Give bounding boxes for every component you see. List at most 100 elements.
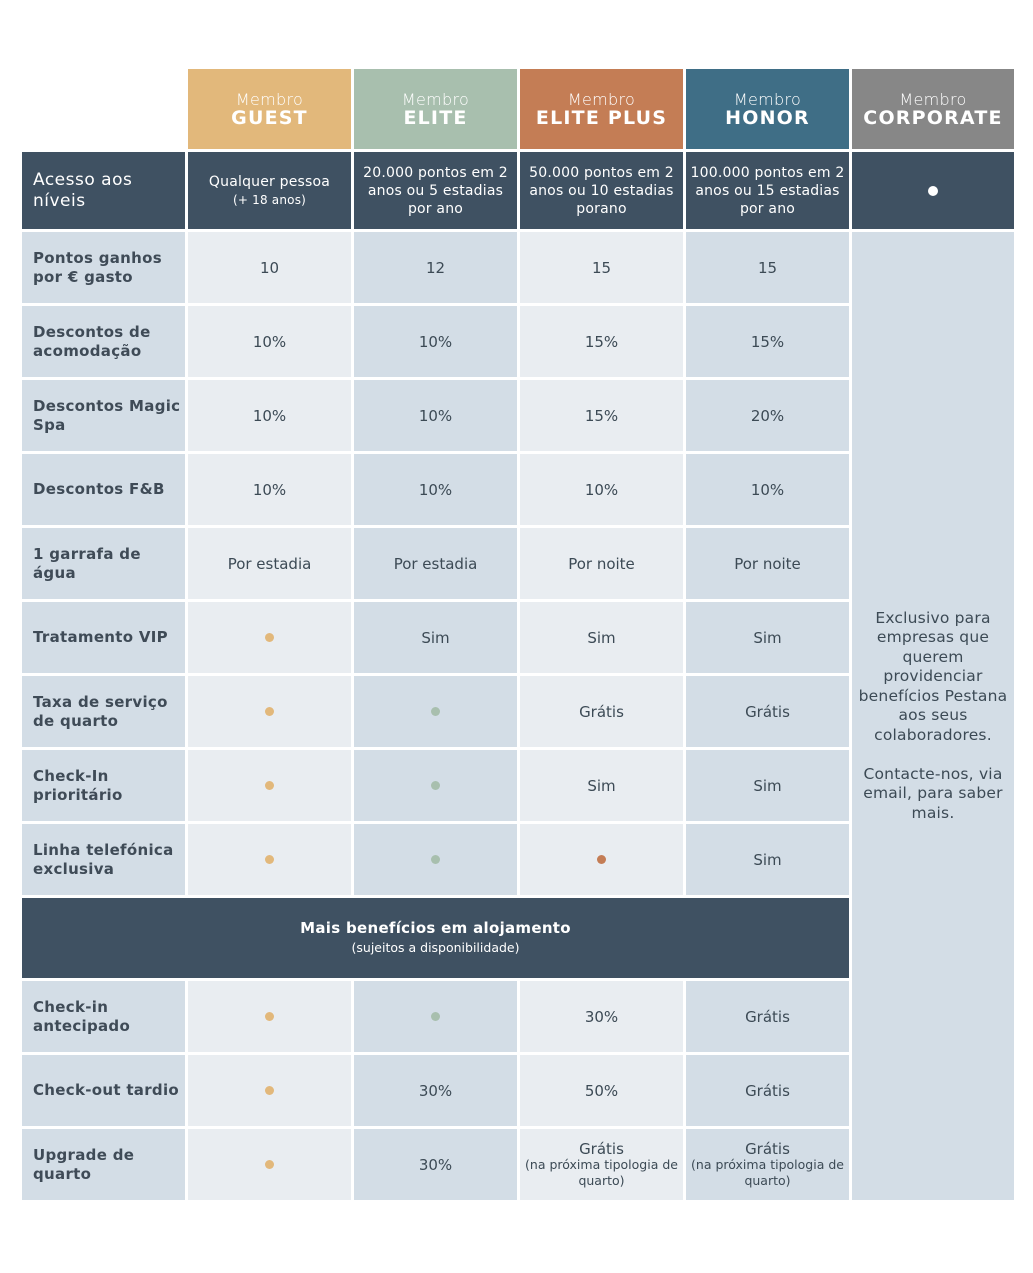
access-guest: Qualquer pessoa (+ 18 anos) bbox=[188, 152, 351, 229]
tier-prefix: Membro bbox=[733, 90, 802, 109]
cell-value: 30% bbox=[520, 981, 683, 1052]
guest-dot-icon bbox=[265, 707, 274, 716]
corporate-description: Exclusivo para empresas que querem provi… bbox=[852, 232, 1014, 1200]
cell-main: Grátis bbox=[579, 1139, 624, 1158]
cell-note: (na próxima tipologia de quarto) bbox=[525, 1156, 678, 1188]
tier-name: ELITE bbox=[403, 107, 468, 129]
tier-name: ELITE PLUS bbox=[535, 107, 668, 129]
cell-value bbox=[188, 750, 351, 821]
guest-dot-icon bbox=[265, 781, 274, 790]
cell-value: Sim bbox=[520, 750, 683, 821]
cell-value: Sim bbox=[520, 602, 683, 673]
row-label: Pontos ganhos por € gasto bbox=[22, 232, 185, 303]
tier-prefix: Membro bbox=[899, 90, 967, 109]
tier-prefix: Membro bbox=[567, 90, 636, 109]
cell-value: Grátis bbox=[686, 676, 849, 747]
cell-value: 15 bbox=[520, 232, 683, 303]
cell-value: Sim bbox=[686, 824, 849, 895]
cell-value bbox=[354, 824, 517, 895]
tier-header-elite-plus: Membro ELITE PLUS bbox=[520, 69, 683, 149]
cell-value: Por noite bbox=[686, 528, 849, 599]
tier-name: HONOR bbox=[725, 107, 810, 129]
tier-prefix: Membro bbox=[235, 90, 304, 109]
access-elite-plus: 50.000 pontos em 2 anos ou 10 estadias p… bbox=[520, 152, 683, 229]
cell-value: 10% bbox=[686, 454, 849, 525]
elite-plus-dot-icon bbox=[597, 855, 606, 864]
row-label: 1 garrafa de água bbox=[22, 528, 185, 599]
benefits-table: Membro GUEST Membro ELITE Membro ELITE P… bbox=[22, 69, 1014, 1200]
cell-note: (na próxima tipologia de quarto) bbox=[691, 1156, 844, 1188]
cell-value bbox=[188, 676, 351, 747]
cell-value bbox=[354, 750, 517, 821]
cell-value: Sim bbox=[354, 602, 517, 673]
cell-value: Grátis bbox=[686, 981, 849, 1052]
section-subtitle: (sujeitos a disponibilidade) bbox=[351, 940, 520, 955]
cell-value bbox=[188, 1129, 351, 1200]
row-label: Descontos F&B bbox=[22, 454, 185, 525]
row-label: Descontos Magic Spa bbox=[22, 380, 185, 451]
row-label: Upgrade de quarto bbox=[22, 1129, 185, 1200]
cell-value: Grátis (na próxima tipologia de quarto) bbox=[520, 1129, 683, 1200]
cell-value bbox=[354, 981, 517, 1052]
elite-dot-icon bbox=[431, 1012, 440, 1021]
cell-value: 15 bbox=[686, 232, 849, 303]
cell-value bbox=[354, 676, 517, 747]
cell-value: Grátis bbox=[520, 676, 683, 747]
elite-dot-icon bbox=[431, 781, 440, 790]
tier-name: CORPORATE bbox=[863, 107, 1003, 129]
tier-name: GUEST bbox=[231, 107, 308, 129]
row-label: Check-out tardio bbox=[22, 1055, 185, 1126]
guest-dot-icon bbox=[265, 633, 274, 642]
cell-value bbox=[520, 824, 683, 895]
benefits-table-wrapper: Membro GUEST Membro ELITE Membro ELITE P… bbox=[22, 69, 1014, 1200]
cell-value bbox=[188, 824, 351, 895]
cell-value: 50% bbox=[520, 1055, 683, 1126]
elite-dot-icon bbox=[431, 855, 440, 864]
cell-value bbox=[188, 1055, 351, 1126]
guest-dot-icon bbox=[265, 1012, 274, 1021]
cell-value: 10% bbox=[354, 380, 517, 451]
cell-value: 10% bbox=[520, 454, 683, 525]
row-label: Tratamento VIP bbox=[22, 602, 185, 673]
cell-value: 12 bbox=[354, 232, 517, 303]
tier-prefix: Membro bbox=[401, 90, 470, 109]
cell-value: 15% bbox=[520, 380, 683, 451]
access-guest-text: Qualquer pessoa bbox=[208, 173, 331, 190]
cell-value: Sim bbox=[686, 602, 849, 673]
row-label: Linha telefónica exclusiva bbox=[22, 824, 185, 895]
tier-header-corporate: Membro CORPORATE bbox=[852, 69, 1014, 149]
section-header: Mais benefícios em alojamento (sujeitos … bbox=[22, 898, 849, 978]
cell-value: 10% bbox=[188, 454, 351, 525]
cell-main: Grátis bbox=[745, 1139, 790, 1158]
cell-value: Sim bbox=[686, 750, 849, 821]
cell-value: 15% bbox=[686, 306, 849, 377]
cell-value: Por estadia bbox=[188, 528, 351, 599]
cell-value: 20% bbox=[686, 380, 849, 451]
guest-dot-icon bbox=[265, 1086, 274, 1095]
section-title: Mais benefícios em alojamento bbox=[300, 919, 571, 937]
access-label: Acesso aos níveis bbox=[22, 152, 185, 229]
elite-dot-icon bbox=[431, 707, 440, 716]
access-honor: 100.000 pontos em 2 anos ou 15 estadias … bbox=[686, 152, 849, 229]
access-elite: 20.000 pontos em 2 anos ou 5 estadias po… bbox=[354, 152, 517, 229]
row-label: Check-in antecipado bbox=[22, 981, 185, 1052]
row-label: Check-In prioritário bbox=[22, 750, 185, 821]
cell-value: 10 bbox=[188, 232, 351, 303]
cell-value: 10% bbox=[188, 306, 351, 377]
cell-value: 10% bbox=[354, 306, 517, 377]
cell-value: Grátis bbox=[686, 1055, 849, 1126]
guest-dot-icon bbox=[265, 855, 274, 864]
access-corporate bbox=[852, 152, 1014, 229]
header-empty-cell bbox=[22, 69, 185, 149]
cell-value: 30% bbox=[354, 1129, 517, 1200]
tier-header-honor: Membro HONOR bbox=[686, 69, 849, 149]
tier-header-guest: Membro GUEST bbox=[188, 69, 351, 149]
cell-value bbox=[188, 981, 351, 1052]
cell-value: Por noite bbox=[520, 528, 683, 599]
guest-dot-icon bbox=[265, 1160, 274, 1169]
cell-value: 10% bbox=[354, 454, 517, 525]
row-label: Descontos de acomodação bbox=[22, 306, 185, 377]
cell-value: Por estadia bbox=[354, 528, 517, 599]
row-label: Taxa de serviço de quarto bbox=[22, 676, 185, 747]
cell-value bbox=[188, 602, 351, 673]
